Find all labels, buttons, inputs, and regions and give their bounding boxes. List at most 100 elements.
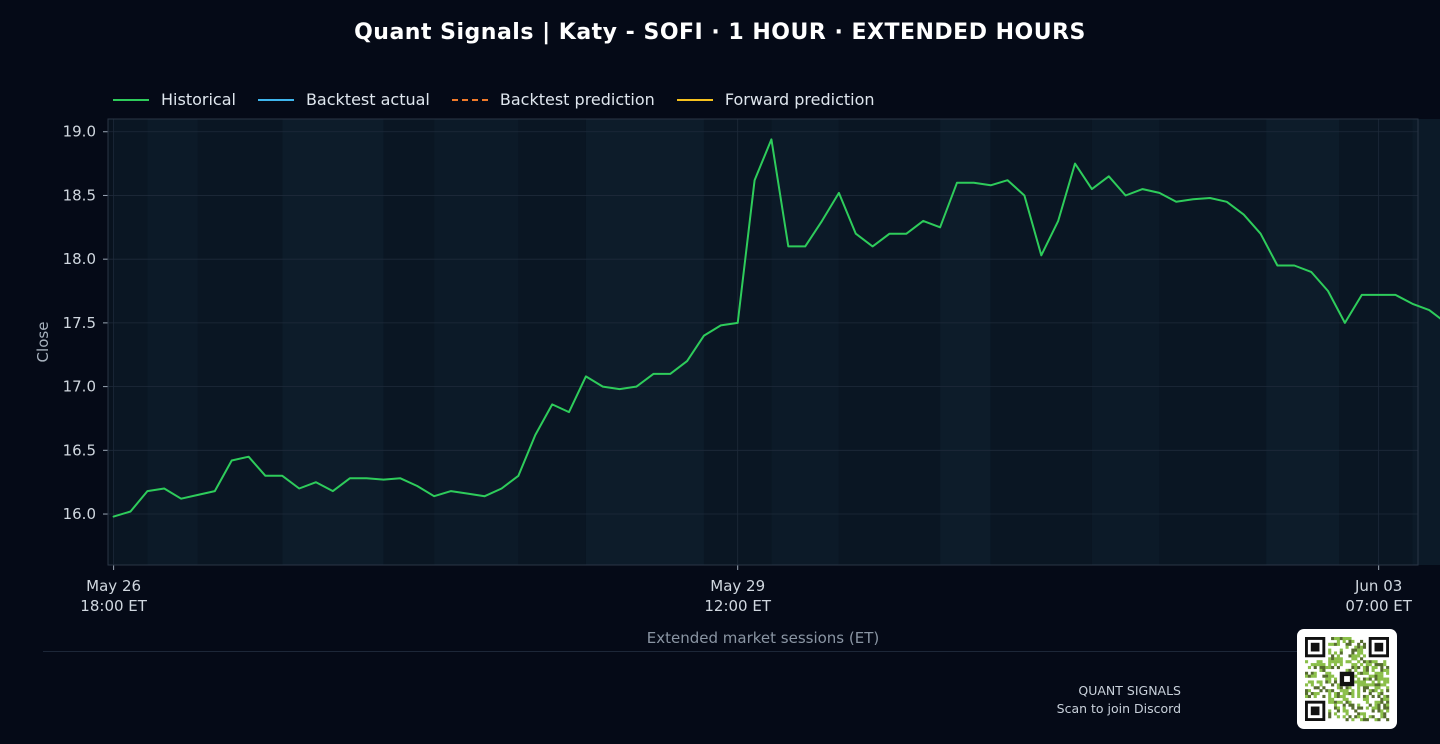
x-tick-label: May 29: [710, 577, 765, 595]
qr-module: [1345, 660, 1349, 664]
qr-module: [1307, 665, 1311, 670]
qr-module: [1348, 715, 1352, 719]
legend-label-backtest-prediction: Backtest prediction: [499, 90, 655, 109]
qr-module: [1333, 663, 1338, 667]
qr-module: [1339, 694, 1343, 699]
qr-module: [1365, 706, 1369, 710]
qr-module: [1362, 665, 1367, 670]
qr-module: [1328, 689, 1332, 693]
qr-module: [1331, 700, 1335, 704]
qr-module: [1305, 683, 1309, 687]
chart-legend: Historical Backtest actual Backtest pred…: [113, 90, 875, 109]
y-tick-label: 19.0: [63, 123, 96, 141]
qr-module: [1357, 651, 1361, 655]
qr-module: [1362, 677, 1367, 681]
qr-module: [1360, 648, 1364, 652]
footer-divider: [43, 651, 1297, 652]
qr-module: [1357, 683, 1361, 687]
qr-finder: [1374, 642, 1384, 652]
qr-module: [1325, 665, 1329, 670]
qr-module: [1374, 674, 1378, 678]
qr-module: [1328, 648, 1332, 652]
qr-code-icon: [1305, 637, 1390, 722]
qr-module: [1348, 637, 1352, 641]
qr-module: [1322, 694, 1326, 699]
qr-module: [1354, 645, 1358, 649]
qr-module: [1383, 677, 1387, 681]
qr-module: [1305, 674, 1309, 678]
qr-module: [1348, 642, 1352, 646]
qr-module: [1386, 700, 1390, 704]
qr-module: [1305, 671, 1309, 675]
legend-swatch-historical: [113, 98, 149, 101]
qr-module: [1377, 692, 1381, 696]
qr-module: [1310, 674, 1314, 678]
qr-module: [1339, 663, 1343, 667]
qr-module: [1342, 715, 1346, 719]
qr-module: [1368, 660, 1372, 664]
session-band: [1412, 119, 1440, 565]
qr-module: [1325, 677, 1329, 681]
qr-module: [1383, 683, 1387, 687]
session-band: [147, 119, 198, 565]
qr-module: [1328, 642, 1332, 646]
qr-module: [1383, 663, 1387, 667]
qr-module: [1365, 677, 1369, 681]
qr-module: [1313, 694, 1317, 699]
y-tick-label: 16.5: [63, 441, 96, 459]
x-tick-label: Jun 03: [1354, 577, 1402, 595]
qr-module: [1371, 709, 1375, 713]
legend-swatch-forward-prediction: [676, 98, 713, 101]
qr-module: [1322, 665, 1326, 670]
qr-module: [1325, 671, 1329, 675]
qr-module: [1310, 683, 1314, 687]
qr-module: [1342, 639, 1346, 643]
qr-module: [1345, 637, 1349, 641]
qr-module: [1354, 715, 1358, 719]
qr-module: [1339, 648, 1343, 652]
qr-module: [1328, 680, 1332, 684]
qr-module: [1383, 668, 1387, 672]
x-tick-label: May 26: [86, 577, 141, 595]
qr-module: [1345, 709, 1349, 713]
qr-module: [1307, 689, 1311, 693]
qr-module: [1328, 712, 1332, 716]
session-band: [1091, 119, 1160, 565]
x-tick-label: 12:00 ET: [704, 597, 771, 615]
qr-module: [1336, 706, 1340, 710]
qr-module: [1328, 651, 1332, 655]
qr-center-logo: [1344, 676, 1350, 682]
qr-module: [1383, 706, 1387, 710]
qr-module: [1331, 642, 1335, 646]
qr-module: [1360, 712, 1364, 716]
qr-module: [1371, 665, 1375, 670]
qr-module: [1325, 674, 1329, 678]
qr-module: [1362, 718, 1367, 722]
qr-module: [1365, 697, 1369, 701]
qr-code[interactable]: [1297, 629, 1397, 729]
qr-module: [1377, 671, 1381, 675]
qr-module: [1383, 660, 1387, 664]
qr-module: [1354, 665, 1358, 670]
brand-name: QUANT SIGNALS: [1078, 683, 1181, 698]
qr-module: [1336, 639, 1340, 643]
series-line-historical: [112, 138, 1440, 518]
qr-module: [1371, 694, 1375, 699]
qr-module: [1357, 689, 1361, 693]
qr-module: [1339, 637, 1343, 641]
qr-module: [1360, 718, 1364, 722]
qr-module: [1360, 683, 1364, 687]
qr-module: [1316, 660, 1320, 664]
qr-module: [1377, 683, 1381, 687]
qr-module: [1380, 715, 1384, 719]
qr-module: [1354, 668, 1358, 672]
qr-module: [1362, 680, 1367, 684]
qr-module: [1345, 689, 1349, 693]
qr-module: [1310, 692, 1314, 696]
qr-module: [1319, 663, 1323, 667]
qr-module: [1354, 709, 1358, 713]
qr-module: [1331, 689, 1335, 693]
qr-module: [1348, 654, 1352, 658]
qr-module: [1305, 694, 1309, 699]
qr-module: [1357, 694, 1361, 699]
